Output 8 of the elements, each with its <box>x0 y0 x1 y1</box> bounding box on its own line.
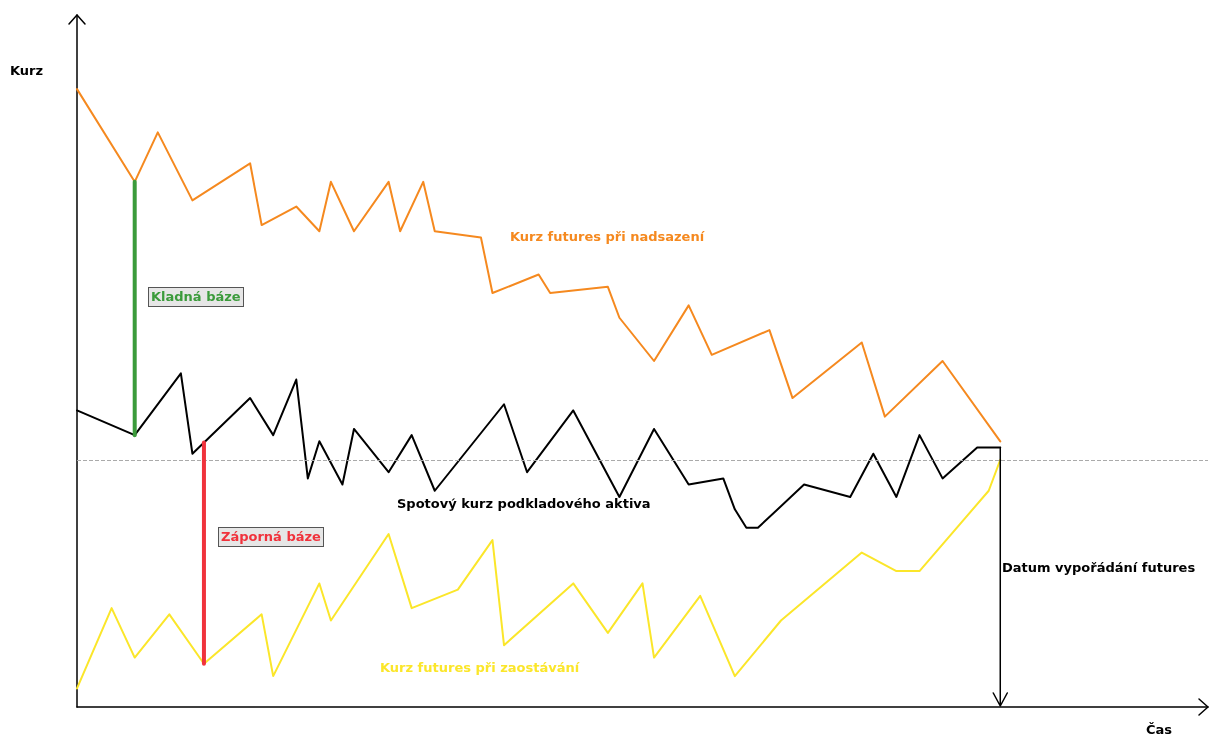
text: Kurz futures při zaostávání <box>380 660 580 676</box>
series-label: Spotový kurz podkladového aktiva <box>397 496 651 512</box>
annotation: Kladná báze <box>148 287 244 307</box>
x-axis-title: Čas <box>1146 722 1173 738</box>
annotation: Datum vypořádání futures <box>1002 560 1196 576</box>
annotation: Záporná báze <box>218 527 324 547</box>
text: Kurz futures při nadsazení <box>510 229 705 245</box>
y-axis-title: Kurz <box>10 63 44 79</box>
